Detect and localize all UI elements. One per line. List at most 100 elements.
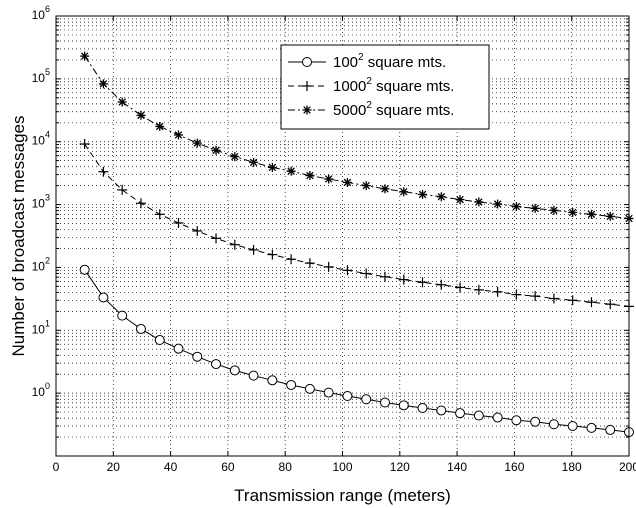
data-point-1 [229, 239, 240, 250]
y-tick-label: 104 [32, 130, 50, 148]
y-tick-label: 103 [32, 193, 50, 211]
data-point-0 [417, 403, 428, 414]
y-tick-label: 100 [32, 381, 50, 399]
data-point-2 [586, 209, 596, 219]
data-point-0 [304, 383, 315, 394]
data-point-1 [567, 295, 578, 306]
data-point-2 [211, 145, 221, 155]
y-tick-exponent: 0 [45, 381, 50, 391]
y-tick-exponent: 1 [45, 318, 50, 328]
legend-box [280, 44, 490, 130]
data-point-2 [117, 97, 127, 107]
data-point-0 [511, 415, 522, 426]
data-point-2 [286, 166, 296, 176]
legend-label: 50002 square mts. [333, 100, 454, 119]
data-point-1 [417, 277, 428, 288]
data-point-0 [379, 397, 390, 408]
legend-marker [302, 81, 312, 91]
data-point-2 [155, 121, 165, 131]
grid [56, 16, 629, 456]
data-point-1 [586, 297, 597, 308]
y-tick-labels: 100 101 102 103 104 105 1 0 6 [32, 4, 50, 399]
data-point-1 [267, 249, 278, 260]
data-point-2 [249, 157, 259, 167]
x-tick-label: 0 [53, 460, 60, 474]
x-tick-labels: 0 20 40 60 80 100 120 140 160 180 200 [53, 460, 636, 474]
data-point-2 [267, 162, 277, 172]
data-point-2 [568, 207, 578, 217]
data-point-2 [324, 174, 334, 184]
data-point-2 [511, 202, 521, 212]
y-tick-exponent: 5 [45, 67, 50, 77]
x-axis-label: Transmission range (meters) [234, 486, 451, 505]
y-tick-exponent: 2 [45, 255, 50, 265]
data-point-2 [361, 181, 371, 191]
data-point-0 [586, 422, 597, 433]
data-point-0 [135, 323, 146, 334]
legend-label: 1002 square mts. [333, 52, 446, 71]
data-point-0 [436, 405, 447, 416]
data-point-0 [530, 416, 541, 427]
data-point-1 [173, 217, 184, 228]
data-point-1 [135, 198, 146, 209]
data-point-1 [323, 261, 334, 272]
data-point-1 [398, 274, 409, 285]
data-point-0 [192, 351, 203, 362]
data-point-2 [549, 205, 559, 215]
data-point-2 [455, 195, 465, 205]
data-point-2 [98, 79, 108, 89]
data-point-0 [567, 421, 578, 432]
data-point-1 [530, 291, 541, 302]
legend: 1002 square mts. 10002 square mts. 50002 s… [280, 44, 490, 130]
data-point-0 [98, 292, 109, 303]
data-point-0 [473, 410, 484, 421]
data-point-1 [379, 271, 390, 282]
data-point-2 [136, 110, 146, 120]
data-point-0 [342, 391, 353, 402]
data-point-1 [473, 284, 484, 295]
data-point-1 [211, 233, 222, 244]
data-point-0 [117, 310, 128, 321]
data-point-1 [361, 268, 372, 279]
data-point-2 [192, 138, 202, 148]
data-point-1 [511, 289, 522, 300]
y-axis-label: Number of broadcast messages [9, 116, 28, 357]
y-tick-label: 101 [32, 318, 50, 336]
x-tick-label: 160 [504, 460, 524, 474]
data-point-0 [154, 335, 165, 346]
data-point-2 [174, 130, 184, 140]
data-point-0 [286, 379, 297, 390]
x-tick-label: 40 [164, 460, 178, 474]
data-point-1 [492, 286, 503, 297]
data-point-1 [304, 258, 315, 269]
data-point-0 [79, 264, 90, 275]
data-point-1 [154, 209, 165, 220]
data-point-2 [342, 177, 352, 187]
data-point-1 [117, 184, 128, 195]
x-tick-label: 100 [332, 460, 352, 474]
data-point-1 [248, 244, 259, 255]
series-line-2 [84, 55, 630, 220]
y-tick-exponent: 6 [45, 4, 50, 14]
data-point-1 [605, 299, 616, 310]
legend-marker [302, 105, 312, 115]
data-point-2 [436, 192, 446, 202]
data-point-0 [605, 424, 616, 435]
data-point-2 [530, 203, 540, 213]
data-point-0 [229, 365, 240, 376]
x-tick-label: 120 [390, 460, 410, 474]
legend-label: 10002 square mts. [333, 76, 454, 95]
y-tick-exponent: 4 [45, 130, 50, 140]
y-tick-label: 105 [32, 67, 50, 85]
data-point-2 [305, 171, 315, 181]
data-point-0 [398, 400, 409, 411]
data-point-2 [80, 51, 90, 61]
x-tick-label: 140 [447, 460, 467, 474]
y-tick-label: 102 [32, 255, 50, 273]
data-point-2 [418, 189, 428, 199]
x-tick-label: 200 [619, 460, 636, 474]
data-point-1 [192, 225, 203, 236]
data-point-2 [474, 197, 484, 207]
data-point-1 [286, 254, 297, 265]
